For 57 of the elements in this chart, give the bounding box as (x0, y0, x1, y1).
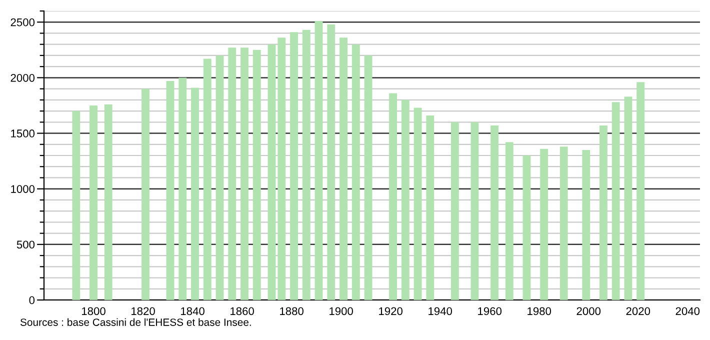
bar (90, 105, 98, 300)
bar (389, 93, 397, 300)
y-tick-label: 500 (16, 240, 35, 249)
y-tick-label: 2000 (10, 74, 35, 82)
x-tick-label: 1820 (132, 307, 155, 316)
bar (414, 108, 422, 300)
bar (104, 104, 112, 300)
y-tick-label: 1000 (11, 185, 35, 193)
x-tick-label: 1880 (280, 307, 304, 316)
bar (540, 148, 548, 300)
bar (490, 125, 498, 300)
bar (178, 78, 187, 300)
bar (142, 88, 150, 300)
bar (216, 55, 224, 300)
bar (560, 146, 568, 300)
bar (612, 102, 620, 300)
bar (314, 21, 323, 300)
y-tick-label: 1500 (11, 130, 35, 138)
bar (268, 44, 276, 300)
bar (203, 58, 212, 300)
bar (278, 38, 286, 300)
source-note: Sources : base Cassini de l'EHESS et base Insee. (20, 318, 251, 326)
x-tick-label: 1860 (230, 307, 254, 316)
bar (340, 38, 348, 300)
x-tick-label: 1920 (379, 307, 402, 316)
x-tick-label: 1900 (330, 307, 353, 316)
bar (470, 122, 479, 300)
bar (252, 50, 261, 300)
bar (364, 55, 372, 300)
bar (636, 82, 645, 300)
y-tick-label: 2500 (10, 18, 35, 26)
bar (228, 48, 236, 300)
x-tick-label: 1960 (478, 307, 502, 316)
x-tick-label: 1980 (528, 307, 552, 316)
x-tick-label: 2020 (626, 307, 650, 316)
bar (352, 44, 360, 300)
bar (624, 96, 632, 300)
x-tick-label: 1940 (428, 307, 452, 316)
x-tick-label: 2040 (676, 307, 700, 316)
x-tick-label: 2000 (576, 307, 601, 316)
bar (166, 81, 174, 300)
bar (450, 122, 459, 300)
bar (522, 156, 531, 300)
bar (290, 32, 298, 300)
bar (191, 88, 199, 300)
bar (327, 24, 336, 300)
bar (302, 30, 310, 300)
bar (240, 48, 248, 300)
bar (401, 100, 410, 300)
bar (582, 150, 590, 300)
x-tick-label: 1840 (181, 307, 204, 316)
bar (426, 115, 434, 300)
y-tick-label: 0 (29, 296, 35, 304)
bar (72, 111, 80, 300)
bar (505, 142, 514, 300)
bar (599, 125, 608, 300)
x-tick-label: 1800 (82, 307, 106, 316)
